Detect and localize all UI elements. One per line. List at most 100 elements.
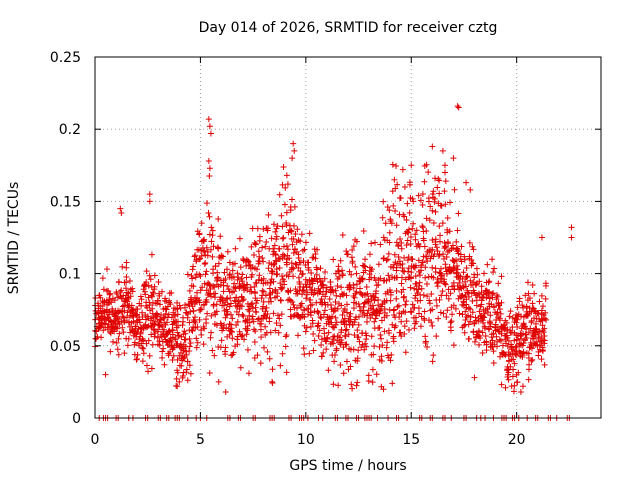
data-point: [402, 276, 409, 283]
data-point: [274, 312, 281, 319]
data-point: [405, 268, 412, 275]
data-point: [260, 288, 267, 295]
data-point: [187, 370, 194, 377]
data-point: [170, 352, 177, 359]
data-point: [143, 268, 150, 275]
data-point: [350, 284, 357, 291]
data-point: [376, 307, 383, 314]
data-point: [383, 312, 390, 319]
data-point: [479, 329, 486, 336]
data-point: [362, 256, 369, 263]
data-point: [272, 257, 279, 264]
data-point: [100, 286, 107, 293]
data-point: [129, 288, 136, 295]
data-point: [187, 308, 194, 315]
data-point: [469, 297, 476, 304]
data-point: [268, 267, 275, 274]
data-point: [183, 366, 190, 373]
data-point: [303, 324, 310, 331]
x-axis-label: GPS time / hours: [289, 458, 406, 474]
data-point: [115, 279, 122, 286]
data-point: [496, 336, 503, 343]
data-point: [399, 166, 406, 173]
data-point: [332, 314, 339, 321]
data-point: [529, 281, 536, 288]
data-point: [224, 248, 231, 255]
data-point: [299, 247, 306, 254]
data-point: [324, 335, 331, 342]
data-point: [204, 252, 211, 259]
data-point: [311, 289, 318, 296]
data-point: [212, 263, 219, 270]
data-point: [115, 309, 122, 316]
data-point: [405, 226, 412, 233]
data-point: [157, 316, 164, 323]
data-point: [520, 348, 527, 355]
data-point: [385, 327, 392, 334]
data-point: [174, 369, 181, 376]
data-point: [314, 323, 321, 330]
data-point: [105, 300, 112, 307]
data-point: [334, 305, 341, 312]
data-point: [240, 296, 247, 303]
x-tick-label: 20: [508, 432, 526, 448]
data-point: [333, 347, 340, 354]
data-point: [424, 293, 431, 300]
data-point: [193, 298, 200, 305]
data-point: [469, 243, 476, 250]
y-tick-label: 0: [72, 411, 81, 427]
data-point: [492, 321, 499, 328]
data-point: [183, 351, 190, 358]
data-point: [351, 319, 358, 326]
data-point: [209, 227, 216, 234]
data-point: [293, 305, 300, 312]
data-point: [309, 280, 316, 287]
data-point: [436, 177, 443, 184]
data-point: [454, 247, 461, 254]
data-point: [165, 311, 172, 318]
data-point: [541, 325, 548, 332]
data-point: [538, 356, 545, 363]
data-point: [307, 323, 314, 330]
data-point: [454, 103, 461, 110]
data-point: [244, 346, 251, 353]
data-point: [467, 313, 474, 320]
data-point: [290, 265, 297, 272]
data-point: [121, 307, 128, 314]
data-point: [380, 386, 387, 393]
data-point: [169, 327, 176, 334]
data-point: [352, 263, 359, 270]
data-point: [330, 336, 337, 343]
data-point: [154, 328, 161, 335]
data-point: [260, 258, 267, 265]
data-point: [108, 299, 115, 306]
data-point: [531, 307, 538, 314]
data-point: [203, 299, 210, 306]
data-point: [442, 281, 449, 288]
data-point: [273, 258, 280, 265]
data-point: [538, 307, 545, 314]
data-point: [403, 217, 410, 224]
data-point: [482, 333, 489, 340]
data-point: [119, 263, 126, 270]
data-point: [257, 326, 264, 333]
data-point: [471, 274, 478, 281]
data-point: [146, 198, 153, 205]
data-point: [535, 310, 542, 317]
data-point: [309, 317, 316, 324]
data-point: [523, 335, 530, 342]
data-point: [434, 248, 441, 255]
data-point: [525, 355, 532, 362]
data-point: [113, 339, 120, 346]
data-point: [155, 278, 162, 285]
data-point: [186, 343, 193, 350]
data-point: [427, 203, 434, 210]
data-point: [355, 301, 362, 308]
data-point: [259, 254, 266, 261]
data-point: [490, 348, 497, 355]
data-point: [428, 290, 435, 297]
data-point: [434, 184, 441, 191]
data-point: [262, 323, 269, 330]
data-point: [200, 237, 207, 244]
data-point: [113, 290, 120, 297]
